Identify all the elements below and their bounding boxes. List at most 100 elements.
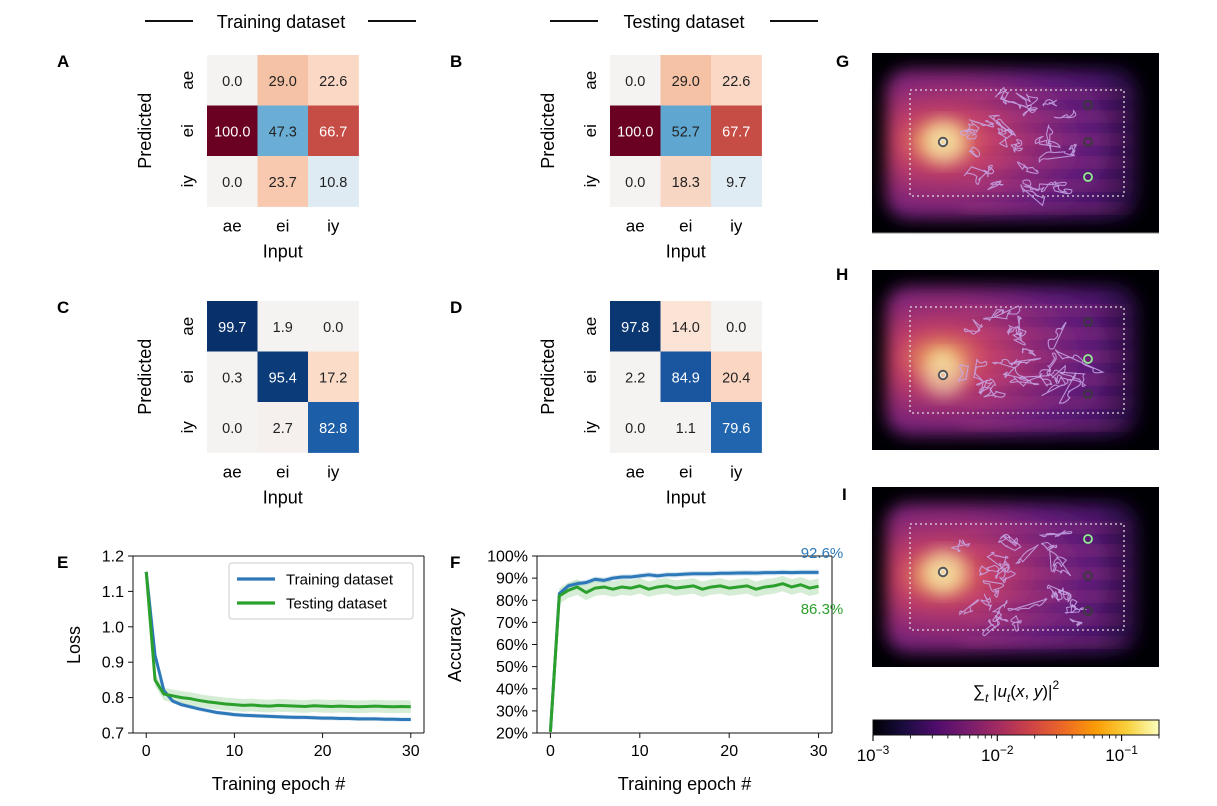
y-tick-label: 50%: [496, 659, 528, 676]
material-contour: [991, 358, 1022, 369]
x-tick-label: 10: [631, 743, 649, 760]
material-contour: [988, 114, 1014, 136]
field-images: [872, 53, 1159, 667]
field-edge-fade: [872, 487, 1159, 667]
material-contour: [987, 180, 1004, 191]
heatmap-cell: [308, 105, 359, 157]
y-tick-label: 1.1: [102, 584, 124, 601]
heatmap-cell: [711, 55, 762, 106]
material-contour: [976, 379, 994, 396]
header-testing-label: Testing dataset: [623, 12, 744, 32]
cell-value-label: 22.6: [722, 74, 750, 90]
heatmap-cell: [610, 301, 661, 352]
y-axis-label: Predicted: [538, 93, 558, 169]
y-tick-label: 100%: [487, 549, 528, 566]
colorbar-gradient: [872, 719, 1160, 736]
x-tick-label: 0: [142, 743, 151, 760]
material-contour: [1006, 325, 1015, 336]
probe-marker: [1083, 606, 1093, 616]
heatmap-cell: [207, 301, 258, 352]
probe-marker: [1083, 100, 1093, 110]
x-tick-label: 30: [810, 743, 828, 760]
colorbar: 10−3 10−2 10−1 ∑t |ut(x, y)|2: [857, 678, 1160, 765]
material-contour: [1045, 124, 1054, 152]
cell-value-label: 97.8: [621, 320, 649, 336]
material-contour: [1038, 530, 1073, 538]
cell-value-label: 0.0: [625, 421, 645, 437]
material-contour: [1015, 92, 1039, 107]
material-contour: [962, 128, 977, 140]
material-contour: [995, 561, 1010, 579]
probe-marker: [1083, 317, 1093, 327]
material-contour: [998, 570, 1016, 584]
heatmap-cell: [207, 402, 258, 453]
material-contour: [1020, 184, 1046, 207]
heatmap-cell: [660, 301, 712, 352]
cell-value-label: 17.2: [319, 370, 347, 386]
x-tick-label: 0: [546, 743, 555, 760]
colorbar-tick-label: 10−1: [1105, 743, 1138, 765]
material-contour: [982, 618, 997, 637]
source-marker: [937, 566, 949, 578]
material-contour: [1022, 107, 1039, 117]
y-tick-label: 0.9: [102, 655, 124, 672]
x-tick-label: 20: [720, 743, 738, 760]
panel-label-a: A: [57, 52, 69, 71]
x-tick-label: iy: [730, 217, 743, 236]
cell-value-label: 22.6: [319, 74, 347, 90]
source-marker: [937, 369, 949, 381]
heatmap-cell: [207, 105, 258, 157]
cell-value-label: 0.0: [222, 74, 242, 90]
design-region-box: [909, 89, 1125, 197]
legend-label: Training dataset: [286, 572, 394, 589]
heatmap-cell: [660, 105, 712, 157]
y-axis-label: Predicted: [538, 339, 558, 415]
heatmap-cell: [711, 105, 762, 157]
panel-label-c: C: [57, 298, 69, 317]
cell-value-label: 10.8: [319, 175, 347, 191]
material-contour: [1052, 558, 1072, 577]
confusion-matrix-b: 0.0 29.0 22.6 100.0 52.7 67.7 0.0 18.3 9.7 ae ei iy…: [538, 55, 762, 262]
heatmap-cell: [610, 156, 661, 207]
cell-value-label: 23.7: [269, 175, 297, 191]
panel-label-g: G: [836, 52, 849, 71]
cell-value-label: 100.0: [214, 124, 250, 140]
material-contour: [980, 593, 993, 611]
heatmap-cell: [308, 402, 359, 453]
material-contour: [1022, 179, 1040, 192]
legend-box: [228, 562, 414, 620]
x-axis-label: Input: [666, 488, 706, 508]
y-tick-label: 30%: [496, 703, 528, 720]
heatmap-cell: [711, 301, 762, 352]
material-contour: [1054, 349, 1105, 374]
heatmap-cell: [257, 105, 309, 157]
x-tick-label: ei: [679, 463, 692, 482]
cell-value-label: 1.9: [273, 320, 293, 336]
probe-marker: [1083, 534, 1093, 544]
y-tick-label: ei: [178, 370, 197, 383]
cell-value-label: 95.4: [269, 370, 297, 386]
x-tick-label: ae: [626, 463, 645, 482]
panel-label-d: D: [450, 298, 462, 317]
y-tick-label: 70%: [496, 615, 528, 632]
field-edge-fade: [872, 270, 1159, 450]
y-axis-label: Loss: [64, 626, 84, 664]
x-axis-label: Training epoch #: [618, 774, 751, 794]
material-contour: [1047, 352, 1057, 373]
cell-value-label: 0.0: [323, 320, 343, 336]
cell-value-label: 0.0: [222, 421, 242, 437]
probe-marker: [1083, 354, 1093, 364]
heatmap-cell: [711, 156, 762, 207]
material-contour: [1054, 374, 1063, 385]
confusion-matrix-a: 0.0 29.0 22.6 100.0 47.3 66.7 0.0 23.7 10.8 ae ei i…: [135, 55, 359, 262]
y-tick-label: iy: [178, 175, 197, 188]
probe-marker: [1083, 137, 1093, 147]
material-contour: [973, 358, 988, 383]
heatmap-cell: [257, 301, 309, 352]
panel-label-b: B: [450, 52, 462, 71]
heatmap-cell: [610, 402, 661, 453]
material-contour: [1015, 544, 1039, 565]
y-tick-label: ei: [581, 124, 600, 137]
material-contour: [1041, 376, 1069, 397]
